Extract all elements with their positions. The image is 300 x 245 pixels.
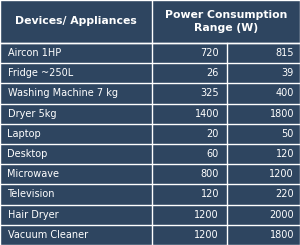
Bar	[0, 63, 300, 83]
Text: 815: 815	[275, 48, 294, 58]
Text: Dryer 5kg: Dryer 5kg	[8, 109, 56, 119]
Text: Microwave: Microwave	[8, 169, 59, 179]
Text: 39: 39	[282, 68, 294, 78]
Text: 400: 400	[276, 88, 294, 98]
Bar	[0, 0, 300, 43]
Text: 325: 325	[200, 88, 219, 98]
Text: 120: 120	[200, 189, 219, 199]
Text: Desktop: Desktop	[8, 149, 48, 159]
Text: 1400: 1400	[194, 109, 219, 119]
Text: 2000: 2000	[269, 210, 294, 220]
Text: Devices/ Appliances: Devices/ Appliances	[15, 16, 136, 26]
Text: 1200: 1200	[194, 210, 219, 220]
Text: Aircon 1HP: Aircon 1HP	[8, 48, 61, 58]
Bar	[0, 164, 300, 184]
Text: 720: 720	[200, 48, 219, 58]
Text: Fridge ~250L: Fridge ~250L	[8, 68, 73, 78]
Text: Television: Television	[8, 189, 55, 199]
Text: Washing Machine 7 kg: Washing Machine 7 kg	[8, 88, 118, 98]
Bar	[0, 225, 300, 245]
Bar	[0, 144, 300, 164]
Text: 1800: 1800	[269, 230, 294, 240]
Text: Power Consumption
Range (W): Power Consumption Range (W)	[165, 10, 287, 33]
Bar	[0, 124, 300, 144]
Text: 1800: 1800	[269, 109, 294, 119]
Bar	[0, 103, 300, 124]
Text: 1200: 1200	[194, 230, 219, 240]
Text: 220: 220	[275, 189, 294, 199]
Text: Hair Dryer: Hair Dryer	[8, 210, 58, 220]
Text: Laptop: Laptop	[8, 129, 41, 139]
Text: 60: 60	[207, 149, 219, 159]
Text: 26: 26	[207, 68, 219, 78]
Bar	[0, 205, 300, 225]
Bar	[0, 184, 300, 205]
Text: 20: 20	[207, 129, 219, 139]
Text: 50: 50	[282, 129, 294, 139]
Bar	[0, 83, 300, 104]
Text: 1200: 1200	[269, 169, 294, 179]
Bar	[0, 43, 300, 63]
Text: 800: 800	[201, 169, 219, 179]
Text: 120: 120	[275, 149, 294, 159]
Text: Vacuum Cleaner: Vacuum Cleaner	[8, 230, 88, 240]
